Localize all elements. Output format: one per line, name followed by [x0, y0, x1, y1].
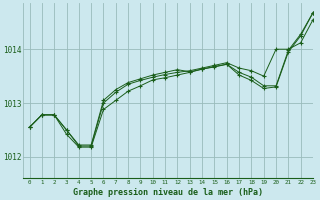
- X-axis label: Graphe pression niveau de la mer (hPa): Graphe pression niveau de la mer (hPa): [73, 188, 263, 197]
